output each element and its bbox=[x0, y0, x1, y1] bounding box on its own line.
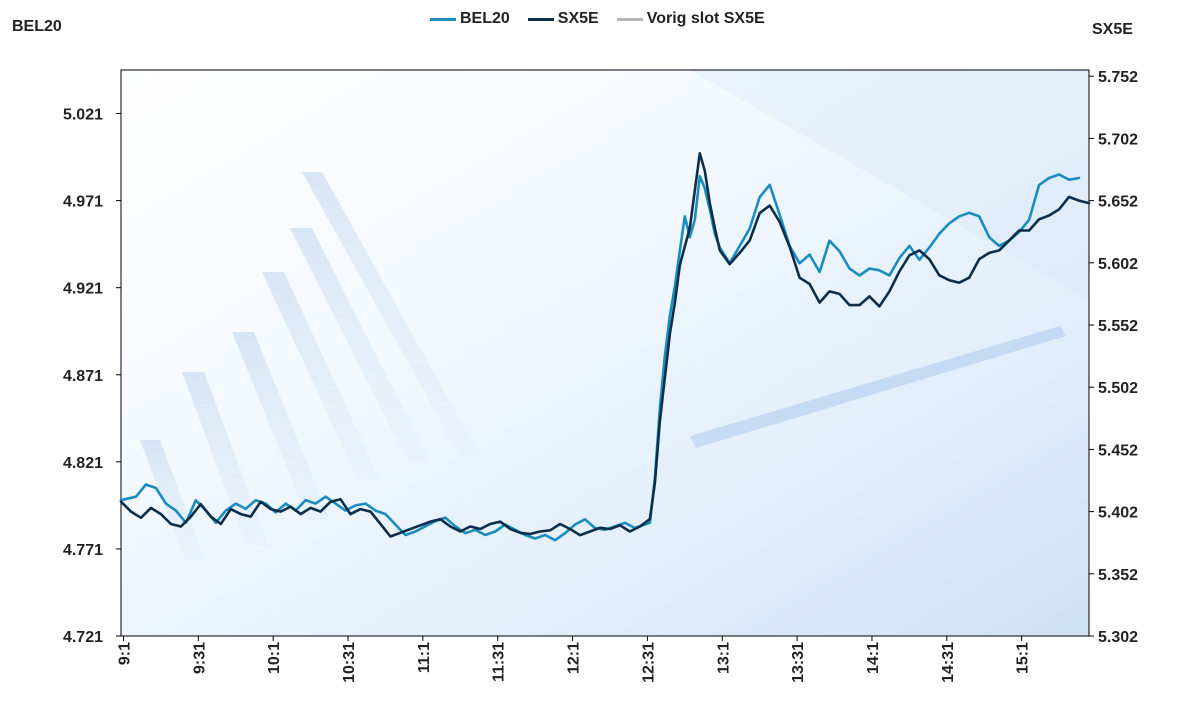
left-axis-tick-label: 4.821 bbox=[63, 455, 103, 472]
left-axis-tick-label: 4.971 bbox=[63, 194, 103, 211]
x-axis-tick-label: 11:31 bbox=[491, 642, 508, 682]
right-axis-tick-label: 5.502 bbox=[1098, 380, 1138, 397]
x-axis-tick-label: 12:31 bbox=[640, 642, 657, 683]
right-axis-tick-label: 5.552 bbox=[1098, 318, 1138, 335]
x-axis-tick-label: 9:1 bbox=[116, 642, 133, 665]
right-axis-title: SX5E bbox=[1092, 21, 1133, 38]
legend-item-sx5e: SX5E bbox=[527, 10, 599, 28]
legend-label-bel20: BEL20 bbox=[460, 10, 510, 27]
legend-swatch-sx5e bbox=[527, 17, 554, 21]
legend-label-sx5e: SX5E bbox=[557, 10, 599, 27]
right-axis-tick-label: 5.452 bbox=[1098, 442, 1138, 459]
legend-item-previous-close: Vorig slot SX5E bbox=[616, 10, 765, 28]
plot-frame bbox=[120, 69, 1090, 637]
chart-legend: BEL20 SX5E Vorig slot SX5E bbox=[430, 10, 765, 28]
left-axis-tick-label: 4.771 bbox=[63, 542, 103, 559]
x-axis-tick-label: 9:31 bbox=[191, 642, 208, 674]
x-axis-tick-label: 14:31 bbox=[940, 642, 957, 683]
plot-background bbox=[121, 70, 1089, 636]
x-axis-tick-label: 14:1 bbox=[865, 642, 882, 674]
right-axis-tick-label: 5.302 bbox=[1098, 629, 1138, 646]
legend-swatch-bel20 bbox=[430, 17, 456, 21]
legend-swatch-previous-close bbox=[616, 17, 643, 21]
x-axis-tick-label: 13:1 bbox=[715, 642, 732, 674]
right-axis-tick-label: 5.352 bbox=[1098, 567, 1138, 584]
x-axis-tick-label: 15:1 bbox=[1015, 642, 1032, 674]
left-axis-tick-label: 4.871 bbox=[63, 368, 103, 385]
right-axis-tick-label: 5.752 bbox=[1098, 69, 1138, 86]
x-axis-tick-label: 13:31 bbox=[790, 642, 807, 683]
right-axis-tick-label: 5.602 bbox=[1098, 256, 1138, 273]
legend-label-previous-close: Vorig slot SX5E bbox=[646, 10, 765, 27]
right-axis-tick-label: 5.652 bbox=[1098, 194, 1138, 211]
left-axis-title: BEL20 bbox=[12, 18, 62, 35]
left-axis-tick-label: 4.921 bbox=[63, 281, 103, 298]
legend-item-bel20: BEL20 bbox=[430, 10, 510, 28]
right-axis-tick-label: 5.702 bbox=[1098, 131, 1138, 148]
left-axis-tick-label: 5.021 bbox=[63, 107, 103, 124]
left-axis-tick-label: 4.721 bbox=[63, 629, 103, 646]
x-axis-tick-label: 10:31 bbox=[341, 642, 358, 683]
right-axis-tick-label: 5.402 bbox=[1098, 505, 1138, 522]
x-axis-tick-label: 10:1 bbox=[266, 642, 283, 674]
x-axis-tick-label: 12:1 bbox=[566, 642, 583, 674]
series-line-sx5e bbox=[119, 152, 1091, 538]
x-axis-tick-label: 11:1 bbox=[416, 642, 433, 673]
